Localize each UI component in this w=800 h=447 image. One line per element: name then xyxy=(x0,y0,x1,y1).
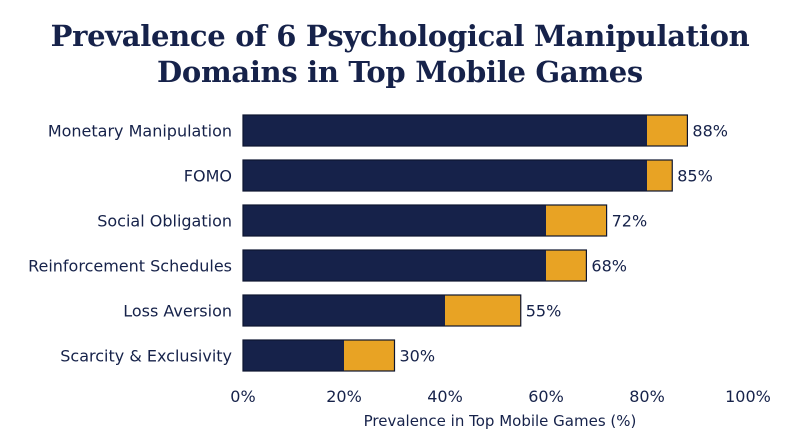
bar-6-outline xyxy=(242,339,396,372)
chart-title-line-2: Domains in Top Mobile Games xyxy=(157,55,643,89)
value-label: 30% xyxy=(400,347,436,366)
bar-2-outline xyxy=(242,159,673,192)
x-tick-label: 100% xyxy=(725,387,771,406)
x-tick-label: 60% xyxy=(528,387,564,406)
x-tick-label: 40% xyxy=(427,387,463,406)
category-label: Monetary Manipulation xyxy=(48,122,232,141)
bar-3-accent-segment xyxy=(546,205,607,236)
category-label: FOMO xyxy=(184,167,232,186)
bar-6-main-segment xyxy=(243,340,344,371)
bar-1-outline xyxy=(242,114,688,147)
x-axis: 0% 20% 40% 60% 80% 100% xyxy=(230,387,771,406)
value-label: 85% xyxy=(677,167,713,186)
x-axis-title: Prevalence in Top Mobile Games (%) xyxy=(364,412,637,430)
bar-6-accent-segment xyxy=(344,340,395,371)
chart-title: Prevalence of 6 Psychological Manipulati… xyxy=(0,18,800,90)
bar-4-main-segment xyxy=(243,250,546,281)
chart-title-line-1: Prevalence of 6 Psychological Manipulati… xyxy=(50,19,750,53)
bars-layer: Monetary Manipulation 88% FOMO 85% Social Ob… xyxy=(28,114,728,372)
bar-3-main-segment xyxy=(243,205,546,236)
category-label: Reinforcement Schedules xyxy=(28,257,232,276)
value-label: 68% xyxy=(591,257,627,276)
x-tick-label: 80% xyxy=(629,387,665,406)
category-label: Social Obligation xyxy=(97,212,232,231)
bar-2-accent-segment xyxy=(647,160,673,191)
bar-4-outline xyxy=(242,249,587,282)
x-tick-label: 0% xyxy=(230,387,255,406)
bar-4-accent-segment xyxy=(546,250,587,281)
bar-3-outline xyxy=(242,204,608,237)
value-label: 88% xyxy=(692,122,728,141)
value-label: 55% xyxy=(526,302,562,321)
value-label: 72% xyxy=(612,212,648,231)
bar-1-accent-segment xyxy=(647,115,688,146)
category-label: Scarcity & Exclusivity xyxy=(60,347,232,366)
bar-1-main-segment xyxy=(243,115,647,146)
x-tick-label: 20% xyxy=(326,387,362,406)
bar-5-accent-segment xyxy=(445,295,521,326)
bar-2-main-segment xyxy=(243,160,647,191)
bar-5-main-segment xyxy=(243,295,445,326)
bar-5-outline xyxy=(242,294,522,327)
category-label: Loss Aversion xyxy=(123,302,232,321)
